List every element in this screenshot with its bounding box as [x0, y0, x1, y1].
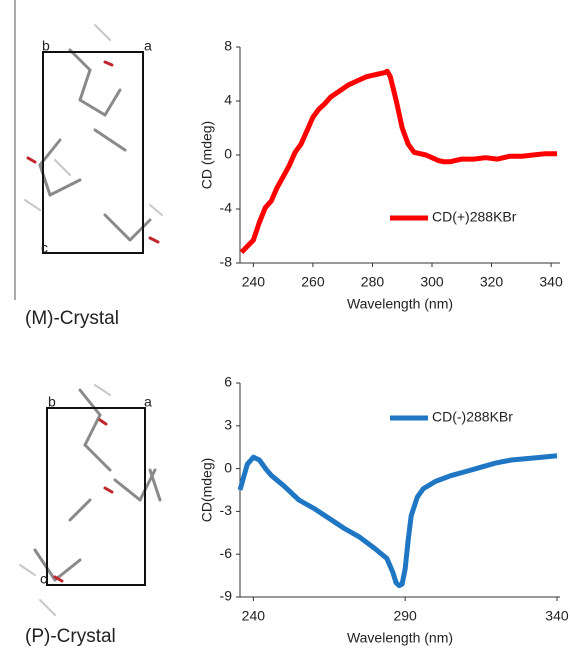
y-tick-label: 6 [224, 374, 232, 390]
y-tick-label: 4 [224, 92, 232, 108]
x-tick-label: 260 [301, 274, 325, 290]
cell-axis-label: b [48, 394, 56, 410]
legend-label: CD(+)288KBr [432, 209, 517, 225]
x-tick-label: 280 [361, 274, 385, 290]
y-tick-label: -6 [220, 545, 233, 561]
cell-axis-label: a [144, 394, 152, 410]
crystal-label: (P)-Crystal [25, 626, 116, 647]
x-axis-label: Wavelength (nm) [347, 630, 453, 646]
y-tick-label: -9 [220, 588, 233, 604]
molecule-m [25, 25, 162, 242]
x-tick-label: 240 [242, 608, 266, 624]
y-tick-label: 0 [224, 146, 232, 162]
x-tick-label: 240 [242, 274, 266, 290]
y-axis-label: CD(mdeg) [199, 458, 215, 523]
cell-axis-label: b [42, 38, 50, 54]
unit-cell [43, 52, 143, 253]
cell-axis-label: c [40, 571, 47, 587]
cell-axis-label: c [41, 240, 48, 256]
y-tick-label: 0 [224, 459, 232, 475]
x-tick-label: 300 [420, 274, 444, 290]
y-tick-label: -8 [220, 254, 233, 270]
legend-label: CD(-)288KBr [432, 409, 513, 425]
data-line [242, 71, 558, 252]
x-tick-label: 290 [393, 608, 417, 624]
x-tick-label: 340 [539, 274, 563, 290]
figure: b a c b a c (M)-Crystal (P)-Crystal -8 -4… [0, 0, 570, 652]
data-line [240, 456, 557, 586]
x-axis-label: Wavelength (nm) [347, 296, 453, 312]
x-tick-label: 340 [545, 608, 569, 624]
unit-cell [47, 408, 145, 585]
y-axis-label: CD (mdeg) [199, 121, 215, 189]
y-tick-label: -4 [220, 200, 233, 216]
x-tick-label: 320 [480, 274, 504, 290]
cell-axis-label: a [144, 38, 152, 54]
y-tick-label: 3 [224, 417, 232, 433]
y-tick-label: -3 [220, 502, 233, 518]
y-tick-label: 8 [224, 38, 232, 54]
crystal-label: (M)-Crystal [25, 308, 119, 329]
